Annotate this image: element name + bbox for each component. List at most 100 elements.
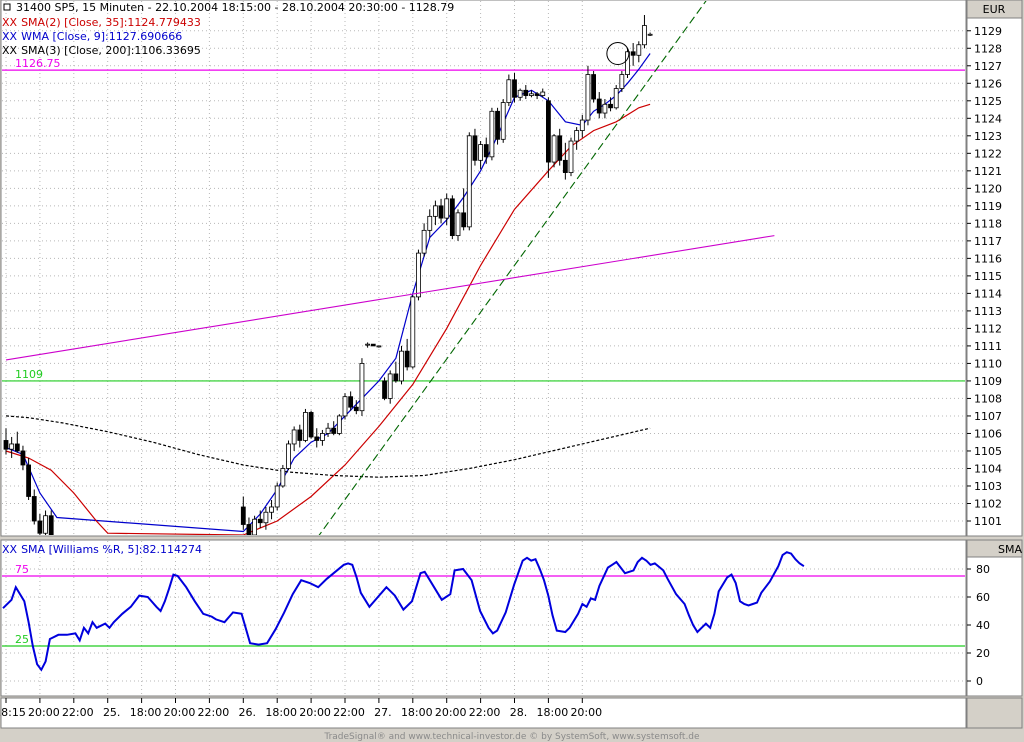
oscillator-grid [2,541,965,695]
level-label: 25 [15,633,29,646]
oscillator-tick-label: 60 [976,591,990,604]
candle-body [365,343,371,346]
legend-entry-wma9: XX WMA [Close, 9]:1127.690666 [2,30,182,43]
candle-body [432,205,438,217]
price-tick-label: 1123 [974,130,1002,143]
time-tick-label: 18:15 [0,706,26,719]
candle-body [303,412,308,441]
candle-body [608,103,613,109]
price-tick-label: 1122 [974,147,1002,160]
legend-prefix: XX [2,44,18,57]
candle-body [557,135,563,161]
candle-body [613,88,619,109]
price-tick-label: 1113 [974,305,1002,318]
legend-prefix: XX [2,543,18,556]
candle-body [455,212,461,237]
chart-title: 31400 SP5, 15 Minuten - 22.10.2004 18:15… [16,1,454,14]
oscillator-line [2,551,805,672]
price-tick-label: 1101 [974,515,1002,528]
legend-text: SMA(3) [Close, 200]:1106.33695 [21,44,201,57]
candle-body [636,44,642,56]
price-tick-label: 1108 [974,392,1002,405]
candle-body [619,74,625,89]
candle-body [500,102,506,140]
candle-body [286,443,291,469]
time-tick-label: 28. [510,706,528,719]
candle-body [382,380,387,399]
level-label: 1126.75 [15,57,61,70]
candle-body [342,396,348,417]
upper-legend: 31400 SP5, 15 Minuten - 22.10.2004 18:15… [2,1,454,57]
series-line [5,415,651,478]
price-tick-label: 1111 [974,340,1002,353]
candle-body [483,144,489,158]
candle-body [512,79,517,98]
candle-body [410,296,416,368]
candle-body [393,373,399,382]
legend-text: WMA [Close, 9]:1127.690666 [21,30,182,43]
time-tick-label: 20:00 [28,706,60,719]
price-tick-labels: 1101 1102 1103 1104 1105 1106 1107 1108 1109 1110… [967,25,1002,528]
price-axis[interactable] [966,0,1023,537]
time-tick-label: 20:00 [435,706,467,719]
currency-label: EUR [983,3,1006,16]
candle-body [427,215,433,231]
candle-body [642,25,647,46]
candle-body [331,427,337,434]
time-tick-label: 26. [239,706,257,719]
candle-body [376,345,382,348]
candle-body [353,406,359,412]
price-tick-label: 1102 [974,497,1002,510]
candle-body [325,427,331,434]
price-tick-label: 1103 [974,480,1002,493]
candle-body [257,518,263,524]
candle-body [252,518,258,535]
candle-body [568,140,574,173]
candle-body [585,74,591,121]
candle-body [359,363,365,412]
candle-body [466,135,472,228]
candle-body [630,51,636,56]
time-axis[interactable] [0,697,967,729]
candle-body [404,350,410,368]
candle-body [540,91,546,96]
oscillator-tick-label: 80 [976,563,990,576]
candle-body [370,343,376,347]
candle-body [20,450,26,466]
oscillator-axis-header [966,539,1023,558]
candle-body [14,443,20,452]
candle-body [314,436,320,441]
oscillator-tick-label: 0 [976,675,983,688]
price-tick-label: 1112 [974,322,1002,335]
candle-body [308,412,314,438]
circle-annotation [606,42,630,66]
candle-body [348,396,354,408]
price-panel[interactable] [0,0,967,537]
price-tick-label: 1124 [974,112,1002,125]
price-tick-label: 1109 [974,375,1002,388]
legend-text: SMA(2) [Close, 35]:1124.779433 [21,16,201,29]
time-tick-label: 25. [103,706,121,719]
trendlines[interactable] [5,0,775,539]
price-tick-label: 1121 [974,165,1002,178]
candle-body [297,429,303,441]
candle-body [551,135,557,163]
candle-body [472,135,478,161]
candle-body [421,229,427,254]
oscillator-axis[interactable] [966,539,1023,697]
price-tick-label: 1118 [974,217,1002,230]
candle-body [602,103,608,114]
price-tick-label: 1117 [974,235,1002,248]
time-tick-label: 20:00 [164,706,196,719]
circle-marker [606,42,630,66]
candle-body [291,429,297,445]
time-tick-label: 18:00 [130,706,162,719]
candle-body [3,440,9,450]
candle-body [478,144,484,161]
price-tick-label: 1129 [974,25,1002,38]
price-tick-label: 1107 [974,410,1002,423]
time-tick-label: 18:00 [265,706,297,719]
time-tick-label: 22:00 [469,706,501,719]
oscillator-tick-label: 40 [976,619,990,632]
